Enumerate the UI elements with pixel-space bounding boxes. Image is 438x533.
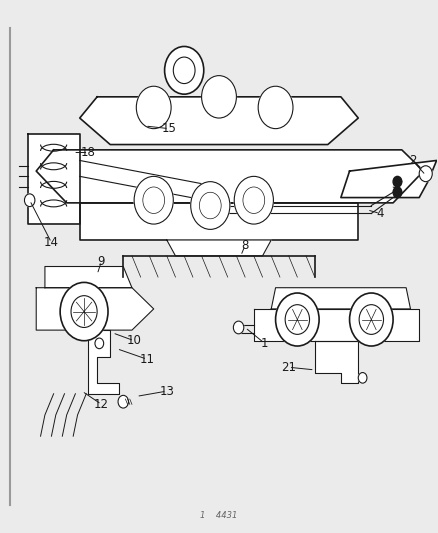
Text: 9: 9 [98, 255, 105, 268]
Polygon shape [315, 341, 358, 383]
Text: 8: 8 [241, 239, 249, 252]
Circle shape [25, 194, 35, 207]
Text: 1    4431: 1 4431 [200, 511, 238, 520]
Polygon shape [80, 97, 358, 144]
Circle shape [350, 293, 393, 346]
Text: 14: 14 [44, 236, 59, 249]
Polygon shape [36, 150, 424, 203]
Polygon shape [341, 160, 437, 198]
Circle shape [258, 86, 293, 128]
Circle shape [95, 338, 104, 349]
Circle shape [393, 176, 402, 187]
Text: 18: 18 [81, 146, 96, 159]
Text: 3: 3 [392, 178, 399, 191]
Circle shape [134, 176, 173, 224]
Text: 21: 21 [281, 361, 296, 374]
Circle shape [136, 86, 171, 128]
Polygon shape [254, 309, 419, 341]
Polygon shape [80, 203, 358, 240]
Circle shape [201, 76, 237, 118]
Text: 11: 11 [140, 353, 155, 366]
Circle shape [234, 176, 273, 224]
Circle shape [419, 166, 432, 182]
Circle shape [233, 321, 244, 334]
Polygon shape [36, 288, 154, 330]
Text: 2: 2 [409, 154, 417, 167]
Text: 4: 4 [376, 207, 384, 220]
Text: 12: 12 [94, 398, 109, 411]
Text: 15: 15 [162, 122, 177, 135]
Circle shape [393, 187, 402, 198]
Circle shape [60, 282, 108, 341]
Polygon shape [88, 330, 119, 394]
Polygon shape [271, 288, 410, 309]
Polygon shape [28, 134, 80, 224]
Circle shape [118, 395, 128, 408]
Polygon shape [167, 240, 271, 256]
Text: 10: 10 [127, 334, 141, 347]
Text: 13: 13 [159, 385, 174, 398]
Circle shape [358, 373, 367, 383]
Circle shape [276, 293, 319, 346]
Circle shape [165, 46, 204, 94]
Text: 1: 1 [261, 337, 268, 350]
Circle shape [191, 182, 230, 229]
Polygon shape [45, 266, 132, 288]
